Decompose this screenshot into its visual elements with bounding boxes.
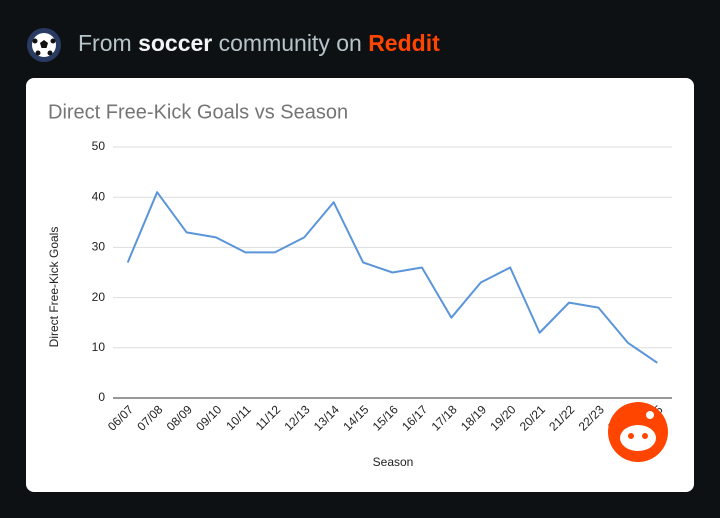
x-tick-label: 14/15 bbox=[340, 402, 371, 433]
x-tick-label: 13/14 bbox=[311, 402, 342, 433]
chart-title: Direct Free-Kick Goals vs Season bbox=[48, 101, 348, 123]
x-axis-title: Season bbox=[373, 455, 414, 469]
x-tick-label: 10/11 bbox=[223, 402, 254, 433]
y-tick-label: 30 bbox=[92, 240, 106, 254]
header: From soccer community on Reddit bbox=[78, 30, 440, 57]
reddit-logo bbox=[608, 402, 668, 462]
x-tick-label: 22/23 bbox=[576, 402, 607, 433]
x-tick-label: 17/18 bbox=[429, 402, 460, 433]
x-tick-label: 20/21 bbox=[517, 402, 548, 433]
x-tick-label: 16/17 bbox=[399, 402, 430, 433]
header-middle: community on bbox=[218, 30, 362, 56]
x-tick-label: 06/07 bbox=[105, 402, 136, 433]
header-prefix: From bbox=[78, 30, 132, 56]
x-tick-label: 08/09 bbox=[164, 402, 195, 433]
x-tick-label: 19/20 bbox=[487, 402, 518, 433]
data-line bbox=[126, 191, 658, 364]
brand[interactable]: Reddit bbox=[368, 30, 440, 56]
x-tick-label: 15/16 bbox=[370, 402, 401, 433]
x-tick-label: 12/13 bbox=[281, 402, 312, 433]
x-tick-label: 11/12 bbox=[253, 402, 284, 433]
y-tick-label: 10 bbox=[92, 340, 106, 354]
y-tick-label: 50 bbox=[92, 139, 106, 153]
y-axis-title: Direct Free-Kick Goals bbox=[47, 227, 61, 348]
community-name[interactable]: soccer bbox=[138, 30, 213, 56]
x-tick-label: 09/10 bbox=[193, 402, 224, 433]
y-tick-label: 40 bbox=[92, 189, 106, 203]
x-tick-label: 18/19 bbox=[458, 402, 489, 433]
community-icon bbox=[27, 28, 61, 62]
y-tick-label: 20 bbox=[92, 290, 106, 304]
y-tick-label: 0 bbox=[98, 390, 105, 404]
x-tick-label: 21/22 bbox=[546, 402, 577, 433]
x-tick-label: 07/08 bbox=[134, 402, 165, 433]
